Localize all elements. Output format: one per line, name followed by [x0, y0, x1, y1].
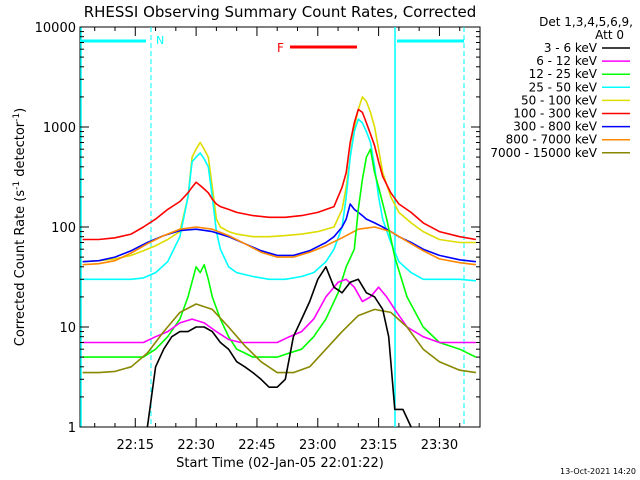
legend-entry-label: 100 - 300 keV: [513, 107, 597, 121]
legend-entry-label: 25 - 50 keV: [529, 80, 598, 94]
x-tick-label: 22:15: [117, 438, 154, 453]
legend-header-line1: Det 1,3,4,5,6,9,: [539, 15, 633, 29]
series-line: [82, 278, 476, 344]
series-line: [82, 148, 477, 358]
y-tick-label: 10000: [35, 21, 76, 36]
y-axis-label-part3: ): [13, 108, 28, 113]
y-tick-label: 100: [51, 221, 76, 236]
legend-header-line2: Att 0: [595, 28, 624, 42]
series-line: [82, 108, 477, 241]
legend-entry-label: 6 - 12 keV: [536, 54, 598, 68]
y-axis-label-part1: Corrected Count Rate (s: [13, 190, 28, 347]
legend-entry-label: 300 - 800 keV: [513, 120, 597, 134]
y-axis-label-part2: detector: [13, 121, 28, 181]
footer-date: 13-Oct-2021 14:20: [560, 467, 636, 476]
plot-frame: [79, 26, 481, 428]
legend-entry-label: 7000 - 15000 keV: [490, 146, 597, 160]
x-tick-label: 23:30: [421, 438, 458, 453]
y-axis-label-exp2: -1: [12, 113, 22, 122]
x-axis-label: Start Time (02-Jan-05 22:01:22): [176, 456, 384, 471]
chart-title: RHESSI Observing Summary Count Rates, Co…: [84, 3, 477, 21]
flare-label: F: [277, 41, 284, 55]
legend-entry-label: 800 - 7000 keV: [506, 133, 598, 147]
x-tick-label: 23:00: [299, 438, 336, 453]
y-axis-label: Corrected Count Rate (s-1 detector-1): [12, 108, 28, 346]
y-tick-label: 10: [59, 321, 76, 336]
series-line: [82, 226, 476, 266]
plot-area: N F 1 10 100 1000 10000 22:15 22:30 22:45 23:00…: [35, 21, 481, 453]
y-tick-label: 1000: [43, 121, 76, 136]
x-tick-label: 22:45: [238, 438, 275, 453]
x-tick-label: 22:30: [177, 438, 214, 453]
night-markers: N: [80, 27, 465, 427]
y-axis-label-exp1: -1: [12, 181, 22, 190]
night-label: N: [156, 34, 164, 47]
legend-entry-label: 3 - 6 keV: [544, 41, 598, 55]
series-line: [82, 303, 477, 374]
y-tick-label: 1: [68, 421, 76, 436]
x-tick-label: 23:15: [360, 438, 397, 453]
x-axis: 22:15 22:30 22:45 23:00 23:15 23:30: [94, 27, 461, 453]
y-axis: 1 10 100 1000 10000: [35, 21, 480, 436]
series-line: [146, 265, 412, 428]
legend-entry-label: 50 - 100 keV: [521, 93, 598, 107]
series-line: [82, 96, 476, 263]
series-layer: [82, 96, 477, 428]
flare-marker: F: [277, 41, 357, 55]
legend-entry-label: 12 - 25 keV: [529, 67, 598, 81]
series-line: [82, 203, 476, 263]
